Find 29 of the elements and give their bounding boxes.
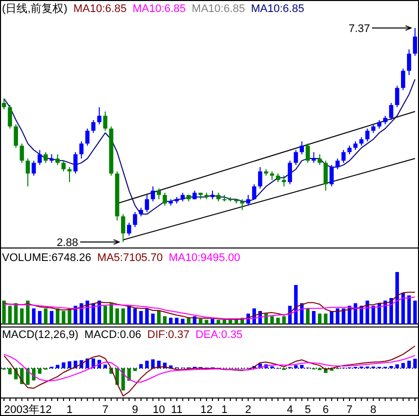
text: MA10:6.85 xyxy=(73,3,127,15)
x-tick-label: 12 xyxy=(40,404,52,416)
chart-title: (日线,前复权) xyxy=(2,2,68,15)
x-tick-label: 10 xyxy=(152,404,165,416)
x-tick-label: 4 xyxy=(286,404,293,416)
x-tick-label: 1 xyxy=(221,404,228,416)
text: MA10:6.85 xyxy=(251,3,304,15)
text: MA10:6.85 xyxy=(192,3,245,15)
text: MA10:9495.00 xyxy=(168,252,240,264)
text: MA5:7105.70 xyxy=(97,252,163,264)
x-tick-label: 1 xyxy=(66,404,73,416)
chart-title: MACD(12,26,9) xyxy=(2,329,78,341)
x-tick-label: 7 xyxy=(102,404,108,416)
text: MA10:6.85 xyxy=(132,3,186,15)
series-label: MACD:0.06 xyxy=(84,329,142,341)
text: DEA:0.35 xyxy=(195,329,243,341)
x-tick-label: 9 xyxy=(132,404,138,416)
text: DIF:0.37 xyxy=(147,329,190,341)
x-tick-label: 6 xyxy=(322,404,329,416)
x-tick-label: 5 xyxy=(304,404,311,416)
x-tick-label: 2 xyxy=(245,404,252,416)
x-tick-label: 2003年 xyxy=(4,404,40,416)
x-tick-label: 11 xyxy=(171,404,182,416)
text: VOLUME:6748.26 xyxy=(2,252,92,264)
x-tick-label: 8 xyxy=(370,404,376,416)
x-tick-label: 7 xyxy=(346,404,353,416)
x-tick-label: 12 xyxy=(200,404,213,416)
annotation: 2.88 xyxy=(56,237,78,249)
annotation: 7.37 xyxy=(348,23,370,35)
